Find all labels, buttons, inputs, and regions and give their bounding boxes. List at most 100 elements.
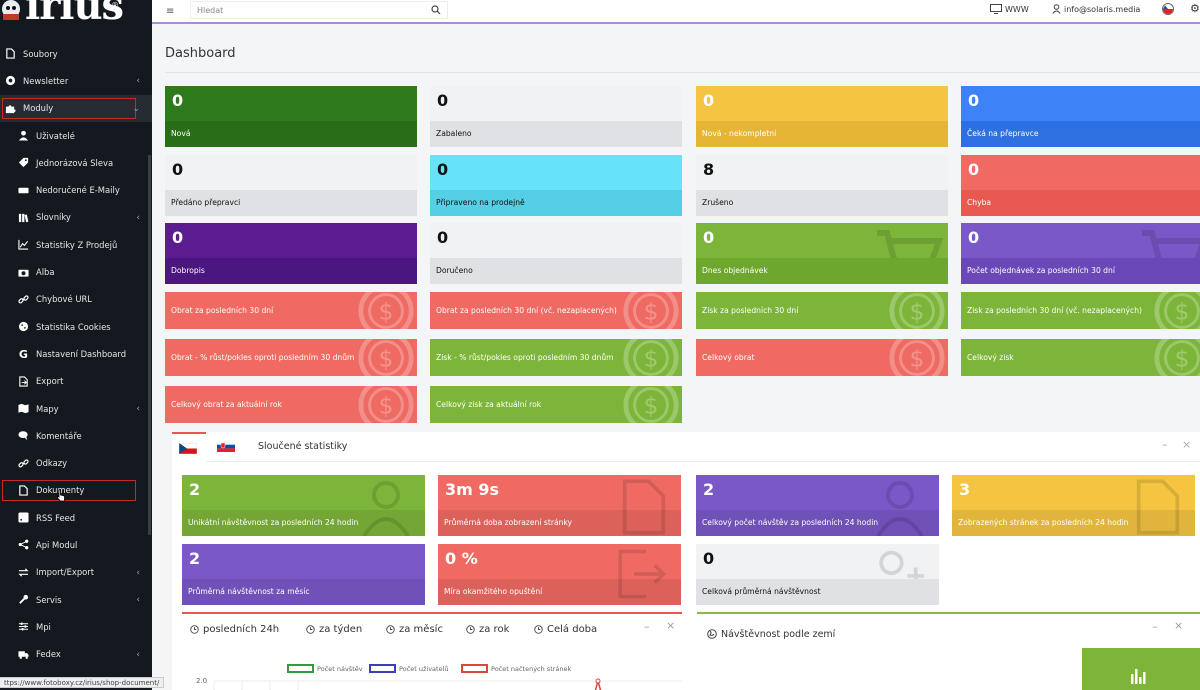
chevron-icon[interactable]: ‹ (136, 212, 140, 223)
finance-card[interactable]: $ Obrat - % růst/pokles oproti posledním … (165, 339, 417, 376)
tab-slovak[interactable] (217, 441, 235, 452)
close-icon[interactable]: × (1182, 438, 1192, 451)
svg-text:$: $ (1175, 299, 1190, 326)
order-card[interactable]: 0 Čeká na přepravce (961, 86, 1200, 147)
finance-card[interactable]: $ Zisk za posledních 30 dní (vč. nezaplac… (961, 292, 1200, 329)
finance-card[interactable]: $ Celkový zisk za aktuální rok (430, 386, 682, 423)
user-icon (16, 129, 30, 143)
chevron-icon[interactable]: ⌄ (132, 103, 140, 114)
legend-item[interactable]: Počet uživatelů (369, 664, 449, 673)
chevron-icon[interactable]: ‹ (136, 649, 140, 660)
sidebar-item-servis[interactable]: Servis ‹ (0, 586, 152, 613)
at-icon (3, 74, 17, 88)
order-card[interactable]: 0 Doručeno (430, 223, 682, 284)
www-link[interactable]: WWW (990, 4, 1029, 14)
order-card[interactable]: 0 Chyba (961, 155, 1200, 216)
close-icon[interactable]: × (666, 619, 676, 632)
sidebar-item-slovniky[interactable]: Slovníky ‹ (0, 204, 152, 231)
order-card[interactable]: 0 Zabaleno (430, 86, 682, 147)
search-icon[interactable] (431, 5, 441, 15)
sidebar-item-mapy[interactable]: Mapy ‹ (0, 395, 152, 422)
visit-stat-card[interactable]: 2 Celkový počet návštěv za posledních 24 … (696, 475, 939, 536)
order-card[interactable]: 0 Předáno přepravci (165, 155, 417, 216)
sidebar-item-odkazy[interactable]: Odkazy (0, 449, 152, 476)
minimize-icon[interactable]: – (1162, 438, 1168, 451)
order-card[interactable]: 0 Dnes objednávek (696, 223, 948, 284)
sidebar-item-soubory[interactable]: Soubory (0, 40, 152, 67)
visit-stat-card[interactable]: 0 Celková průměrná návštěvnost (696, 544, 939, 605)
sidebar-scrollbar[interactable] (148, 155, 151, 535)
chevron-icon[interactable]: ‹ (136, 76, 140, 87)
user-menu[interactable]: info@solaris.media (1052, 4, 1140, 14)
order-card[interactable]: 0 Připraveno na prodejně (430, 155, 682, 216)
dollar-icon: $ (1153, 339, 1200, 376)
visit-stat-card[interactable]: 2 Unikátní návštěvnost za posledních 24 h… (182, 475, 425, 536)
sidebar-item-alba[interactable]: Alba (0, 258, 152, 285)
sidebar-item-moduly[interactable]: Moduly ⌄ (0, 94, 152, 122)
finance-card[interactable]: $ Obrat za posledních 30 dní (vč. nezapla… (430, 292, 682, 329)
tab-period[interactable]: posledních 24h (190, 624, 279, 635)
order-card[interactable]: 8 Zrušeno (696, 155, 948, 216)
settings-icon[interactable]: ⚙ (1190, 2, 1200, 15)
finance-card[interactable]: $ Celkový zisk (961, 339, 1200, 376)
sidebar-item-nastaveni-dashboard[interactable]: G Nastavení Dashboard (0, 340, 152, 367)
minimize-icon[interactable]: – (1152, 620, 1158, 633)
order-card[interactable]: 0 Dobropis (165, 223, 417, 284)
sidebar-item-statistiky-z-prodeju[interactable]: Statistiky Z Prodejů (0, 231, 152, 258)
sidebar-item-api-modul[interactable]: Api Modul (0, 531, 152, 558)
finance-card[interactable]: $ Zisk - % růst/pokles oproti posledním 3… (430, 339, 682, 376)
exit-icon (615, 547, 667, 601)
order-card[interactable]: 0 Nová (165, 86, 417, 147)
finance-card[interactable]: $ Obrat za posledních 30 dní (165, 292, 417, 329)
svg-text:$: $ (644, 393, 659, 420)
sidebar-item-mpi[interactable]: Mpi (0, 613, 152, 640)
tab-period[interactable]: za týden (306, 624, 362, 635)
tab-label: za týden (319, 624, 363, 635)
close-icon[interactable]: × (1174, 619, 1184, 632)
sidebar-item-uzivatele[interactable]: Uživatelé (0, 122, 152, 149)
sidebar-item-dokumenty[interactable]: Dokumenty (0, 477, 152, 504)
sidebar-item-jednorazova-sleva[interactable]: Jednorázová Sleva (0, 149, 152, 176)
sidebar-item-newsletter[interactable]: Newsletter ‹ (0, 67, 152, 94)
finance-card[interactable]: $ Celkový obrat (696, 339, 948, 376)
sidebar-item-export[interactable]: Export (0, 368, 152, 395)
minimize-icon[interactable]: – (644, 620, 650, 633)
user-email: info@solaris.media (1064, 4, 1141, 14)
dollar-icon: $ (357, 292, 415, 329)
order-card[interactable]: 0 Počet objednávek za posledních 30 dní (961, 223, 1200, 284)
finance-card[interactable]: $ Zisk za posledních 30 dní (696, 292, 948, 329)
legend-item[interactable]: Počet načtených stránek (461, 664, 571, 673)
tab-period[interactable]: za rok (466, 624, 509, 635)
visit-stat-card[interactable]: 3 Zobrazených stránek za posledních 24 ho… (952, 475, 1195, 536)
legend-item[interactable]: Počet návštěv (287, 664, 363, 673)
card-label: Chyba (961, 190, 1200, 216)
chevron-icon[interactable]: ‹ (136, 567, 140, 578)
tab-period[interactable]: Celá doba (534, 624, 597, 635)
legend-label: Počet uživatelů (399, 664, 449, 673)
chevron-icon[interactable]: ‹ (136, 403, 140, 414)
mascot-logo-icon (2, 0, 20, 20)
chevron-icon[interactable]: ‹ (136, 594, 140, 605)
sidebar-item-statistika-cookies[interactable]: Statistika Cookies (0, 313, 152, 340)
sidebar-item-komentare[interactable]: Komentáře (0, 422, 152, 449)
legend-swatch (287, 664, 314, 673)
sidebar-item-import-export[interactable]: Import/Export ‹ (0, 559, 152, 586)
sidebar-item-fedex[interactable]: Fedex ‹ (0, 641, 152, 668)
finance-card[interactable]: $ Celkový obrat za aktuální rok (165, 386, 417, 423)
card-label: Zobrazených stránek za posledních 24 hod… (952, 510, 1195, 536)
order-card[interactable]: 0 Nová - nekompletní (696, 86, 948, 147)
visit-stat-card[interactable]: 0 % Míra okamžitého opuštění (438, 544, 681, 605)
sidebar-item-nedorucene-e-maily[interactable]: Nedoručené E-Maily (0, 176, 152, 203)
sidebar-item-rss-feed[interactable]: RSS Feed (0, 504, 152, 531)
brand-logo[interactable]: irius ® (0, 0, 152, 40)
google-icon: G (16, 347, 30, 361)
tab-period[interactable]: za měsíc (386, 624, 443, 635)
card-value: 0 (172, 91, 184, 110)
menu-toggle-icon[interactable]: ≡ (166, 6, 175, 17)
language-flag-icon[interactable] (1162, 3, 1174, 15)
visit-stat-card[interactable]: 2 Průměrná návštěvnost za měsíc (182, 544, 425, 605)
search-input[interactable]: Hledat (190, 1, 448, 19)
sidebar-item-chybove-url[interactable]: Chybové URL (0, 286, 152, 313)
visit-stat-card[interactable]: 3m 9s Průměrná doba zobrazení stránky (438, 475, 681, 536)
tab-czech[interactable] (172, 432, 206, 463)
